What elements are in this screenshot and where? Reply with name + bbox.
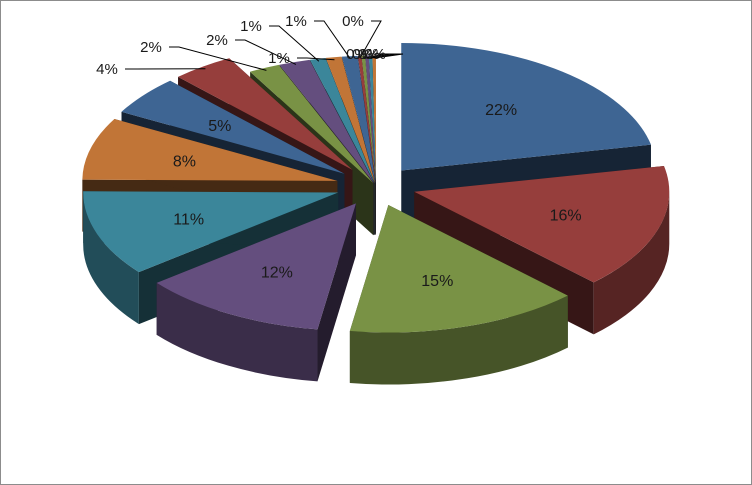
data-label-7: 4% bbox=[96, 61, 118, 78]
slice-top-face bbox=[156, 203, 356, 330]
data-label-15: 0% bbox=[352, 46, 374, 63]
data-label-16: 0% bbox=[358, 46, 380, 63]
slice-top-face bbox=[83, 191, 339, 273]
leader-line-13 bbox=[359, 20, 382, 59]
data-label-13: 0% bbox=[342, 13, 364, 30]
slice-top-face bbox=[361, 55, 376, 184]
slice-top-face bbox=[368, 55, 376, 184]
data-label-6: 5% bbox=[208, 118, 231, 135]
leader-line-8 bbox=[169, 46, 267, 71]
slice-top-face bbox=[121, 80, 345, 174]
slice-outer-wall bbox=[156, 282, 318, 382]
slice-top-face bbox=[325, 56, 376, 184]
slice-top-face bbox=[414, 165, 670, 283]
data-label-0: 22% bbox=[485, 102, 517, 119]
slice-top-face bbox=[349, 205, 568, 333]
data-label-11: 1% bbox=[268, 50, 290, 67]
data-label-17: 0% bbox=[364, 46, 386, 63]
pie-slice-2 bbox=[349, 205, 568, 385]
leader-line-17 bbox=[374, 53, 404, 59]
slice-top-face bbox=[365, 55, 376, 184]
slice-top-face bbox=[372, 55, 376, 184]
slice-top-face bbox=[178, 58, 353, 170]
leader-line-10 bbox=[269, 25, 320, 62]
slice-top-face bbox=[310, 57, 375, 184]
slice-top-face bbox=[82, 119, 338, 181]
data-label-9: 2% bbox=[206, 32, 228, 49]
slice-top-face bbox=[357, 55, 376, 184]
data-label-1: 16% bbox=[550, 208, 582, 225]
leader-line-12 bbox=[314, 20, 351, 59]
pie-slice-3 bbox=[156, 203, 356, 382]
slice-top-face bbox=[341, 55, 376, 184]
slice-outer-wall bbox=[83, 192, 139, 325]
slice-top-face bbox=[279, 59, 375, 184]
leader-line-11 bbox=[297, 57, 335, 61]
leader-line-9 bbox=[235, 39, 297, 65]
data-label-4: 11% bbox=[173, 211, 204, 228]
data-label-14: 0% bbox=[346, 46, 368, 63]
data-label-10: 1% bbox=[240, 18, 262, 35]
slice-top-face bbox=[250, 64, 374, 184]
data-label-3: 12% bbox=[261, 265, 293, 282]
data-label-8: 2% bbox=[140, 39, 162, 56]
slice-top-face bbox=[401, 42, 651, 171]
slice-outer-wall bbox=[593, 191, 670, 335]
data-label-5: 8% bbox=[173, 154, 196, 171]
slice-outer-wall bbox=[349, 295, 568, 385]
data-label-12: 1% bbox=[285, 13, 307, 30]
data-label-2: 15% bbox=[421, 273, 453, 290]
